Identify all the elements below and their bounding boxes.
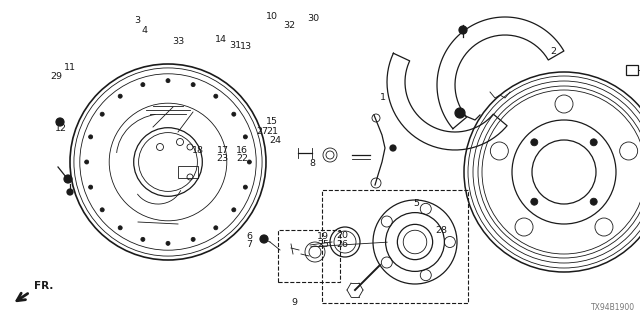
Circle shape [390,145,396,151]
Bar [322,190,468,303]
Text: 24: 24 [269,136,281,145]
Circle shape [67,189,73,195]
Text: 17: 17 [217,146,228,155]
Text: 12: 12 [55,124,67,132]
Text: 27: 27 [257,127,268,136]
Circle shape [455,108,465,118]
Circle shape [531,139,538,146]
Text: 3: 3 [134,16,141,25]
Circle shape [191,237,195,241]
Circle shape [243,185,247,189]
Text: 6: 6 [246,232,253,241]
Circle shape [56,118,64,126]
Bar [178,166,198,178]
Circle shape [214,94,218,98]
Text: 16: 16 [236,146,248,155]
Text: FR.: FR. [34,281,53,291]
Text: 32: 32 [284,21,295,30]
Circle shape [191,83,195,87]
Bar [626,65,638,75]
Text: 5: 5 [413,199,419,208]
Circle shape [89,185,93,189]
Circle shape [247,160,252,164]
Text: 30: 30 [308,14,319,23]
Text: 10: 10 [266,12,278,20]
Text: 23: 23 [217,154,228,163]
Circle shape [459,26,467,34]
Text: 9: 9 [291,298,298,307]
Text: 21: 21 [266,127,278,136]
Circle shape [232,208,236,212]
Text: 25: 25 [317,240,329,249]
Circle shape [232,112,236,116]
Circle shape [84,160,89,164]
Text: 7: 7 [246,240,253,249]
Text: 13: 13 [241,42,252,51]
Circle shape [118,226,122,230]
Circle shape [141,83,145,87]
Text: 33: 33 [172,37,184,46]
Circle shape [100,208,104,212]
Text: 8: 8 [309,159,316,168]
Circle shape [243,135,247,139]
Circle shape [118,94,122,98]
Text: 28: 28 [436,226,447,235]
Circle shape [590,198,597,205]
Text: 20: 20 [337,231,348,240]
Text: 18: 18 [193,146,204,155]
Text: 4: 4 [141,26,147,35]
Text: 1: 1 [380,93,386,102]
Text: TX94B1900: TX94B1900 [591,303,635,312]
Text: 22: 22 [236,154,248,163]
Text: 19: 19 [317,232,329,241]
Text: 14: 14 [215,35,227,44]
Bar [278,230,340,282]
Text: 26: 26 [337,240,348,249]
Circle shape [89,135,93,139]
Text: 11: 11 [65,63,76,72]
Circle shape [166,241,170,245]
Text: 15: 15 [266,117,278,126]
Circle shape [166,79,170,83]
Circle shape [260,235,268,243]
Circle shape [214,226,218,230]
Text: 2: 2 [550,47,557,56]
Circle shape [64,175,72,183]
Text: 31: 31 [230,41,241,50]
Circle shape [531,198,538,205]
Text: 29: 29 [51,72,62,81]
Circle shape [100,112,104,116]
Circle shape [590,139,597,146]
Circle shape [141,237,145,241]
